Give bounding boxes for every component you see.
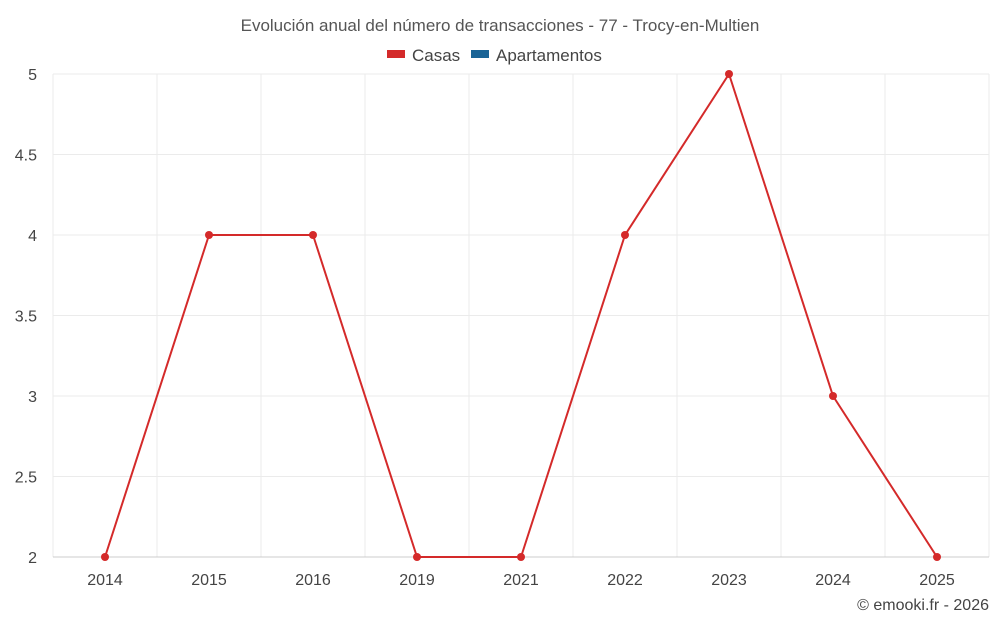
- x-tick-label: 2015: [191, 572, 227, 589]
- data-point-casas[interactable]: [517, 553, 525, 561]
- legend-label-casas[interactable]: Casas: [412, 46, 460, 65]
- x-tick-label: 2025: [919, 572, 955, 589]
- y-tick-label: 3: [28, 389, 37, 406]
- grid: [52, 73, 990, 558]
- axes: 2 2.5 3 3.5 4 4.5 5 2014 2015 2016 2019 2021 2022 202…: [15, 67, 989, 589]
- x-tick-label: 2016: [295, 572, 331, 589]
- x-tick-label: 2022: [607, 572, 643, 589]
- data-point-casas[interactable]: [101, 553, 109, 561]
- legend-swatch-casas: [387, 50, 405, 58]
- legend-label-apartamentos[interactable]: Apartamentos: [496, 46, 602, 65]
- y-tick-label: 4.5: [15, 148, 37, 165]
- y-tick-label: 2: [28, 550, 37, 567]
- series: [101, 70, 941, 561]
- y-tick-label: 5: [28, 67, 37, 84]
- y-tick-label: 3.5: [15, 309, 37, 326]
- x-tick-label: 2023: [711, 572, 747, 589]
- y-tick-label: 2.5: [15, 470, 37, 487]
- data-point-casas[interactable]: [413, 553, 421, 561]
- y-tick-label: 4: [28, 228, 37, 245]
- data-point-casas[interactable]: [829, 392, 837, 400]
- data-point-casas[interactable]: [725, 70, 733, 78]
- data-point-casas[interactable]: [309, 231, 317, 239]
- x-tick-label: 2019: [399, 572, 435, 589]
- credit-text: © emooki.fr - 2026: [857, 597, 989, 614]
- x-tick-label: 2014: [87, 572, 123, 589]
- data-point-casas[interactable]: [205, 231, 213, 239]
- legend-swatch-apartamentos: [471, 50, 489, 58]
- x-tick-label: 2024: [815, 572, 851, 589]
- x-tick-label: 2021: [503, 572, 539, 589]
- data-point-casas[interactable]: [933, 553, 941, 561]
- data-point-casas[interactable]: [621, 231, 629, 239]
- chart-title: Evolución anual del número de transaccio…: [241, 16, 760, 35]
- legend: Casas Apartamentos: [387, 46, 602, 65]
